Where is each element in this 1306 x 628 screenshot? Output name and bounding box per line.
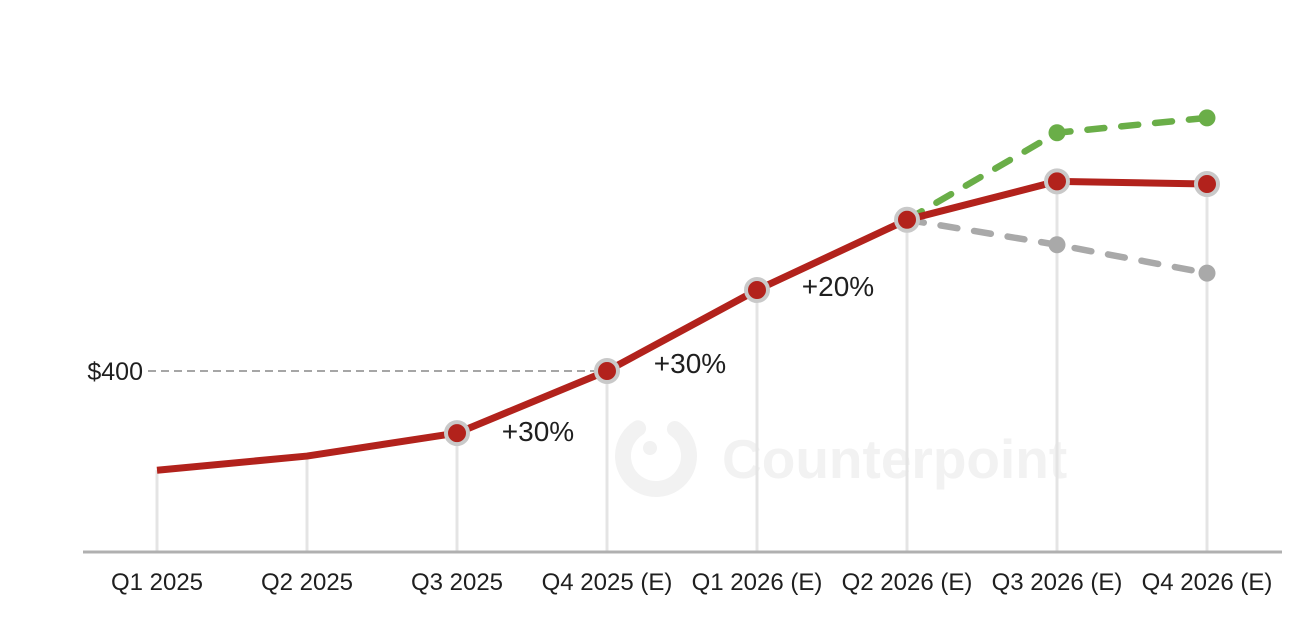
base-scenario-marker xyxy=(1194,171,1220,198)
base-scenario-marker xyxy=(1044,168,1070,195)
x-axis-label: Q2 2025 xyxy=(261,569,353,596)
x-axis-label: Q4 2026 (E) xyxy=(1142,569,1273,596)
watermark-logo-icon xyxy=(615,415,697,498)
base-scenario-marker xyxy=(444,420,470,447)
bull-scenario-marker xyxy=(1198,109,1216,127)
base-scenario-line xyxy=(156,177,1208,474)
watermark-logo-dot-icon xyxy=(643,441,657,455)
watermark-text: Counterpoint xyxy=(722,428,1067,490)
base-scenario-marker xyxy=(744,277,770,303)
base-scenario-marker xyxy=(594,358,620,384)
bear-scenario-marker xyxy=(1198,264,1216,282)
x-axis-label: Q1 2025 xyxy=(111,569,203,596)
x-axis-label: Q1 2026 (E) xyxy=(692,569,823,596)
x-axis-label: Q2 2026 (E) xyxy=(842,569,973,596)
x-axis-label: Q4 2025 (E) xyxy=(542,569,673,596)
x-axis-label: Q3 2026 (E) xyxy=(992,569,1123,596)
watermark: Counterpoint xyxy=(615,415,1067,498)
growth-annotation: +20% xyxy=(802,271,874,302)
growth-annotation: +30% xyxy=(654,348,726,379)
bear-scenario-marker xyxy=(1048,236,1066,254)
x-axis-label: Q3 2025 xyxy=(411,569,503,596)
growth-annotation: +30% xyxy=(502,416,574,447)
base-scenario-marker xyxy=(894,206,920,233)
bull-scenario-marker xyxy=(1048,124,1066,142)
reference-value-label: $400 xyxy=(87,358,143,386)
